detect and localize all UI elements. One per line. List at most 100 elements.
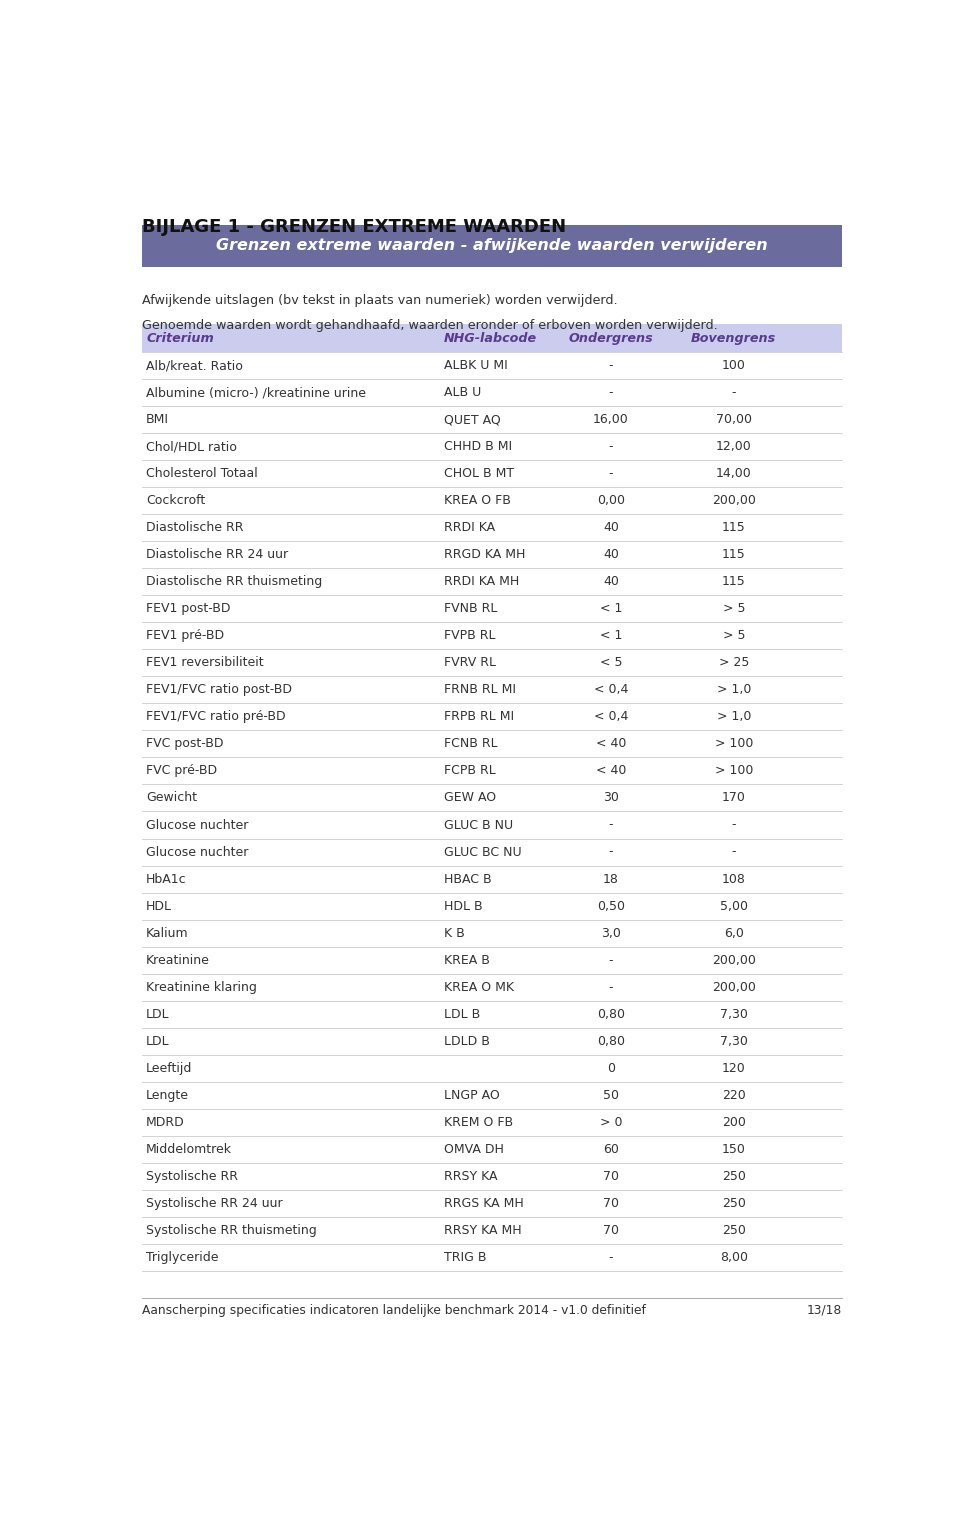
Text: < 40: < 40	[596, 737, 626, 751]
Text: KREA B: KREA B	[444, 953, 490, 967]
Text: -: -	[732, 818, 736, 831]
Text: KREA O MK: KREA O MK	[444, 980, 514, 994]
Text: FVC post-BD: FVC post-BD	[146, 737, 224, 751]
Text: 108: 108	[722, 872, 746, 886]
Text: 0,80: 0,80	[597, 1035, 625, 1047]
Text: NHG-labcode: NHG-labcode	[444, 331, 537, 345]
Text: 7,30: 7,30	[720, 1035, 748, 1047]
Text: < 40: < 40	[596, 765, 626, 777]
Text: > 100: > 100	[714, 765, 753, 777]
Text: ALB U: ALB U	[444, 386, 481, 400]
Text: 50: 50	[603, 1088, 619, 1102]
Text: < 0,4: < 0,4	[594, 684, 628, 696]
Text: -: -	[609, 953, 613, 967]
Text: > 5: > 5	[723, 602, 745, 616]
Text: 200,00: 200,00	[712, 980, 756, 994]
Text: -: -	[609, 818, 613, 831]
Text: Systolische RR: Systolische RR	[146, 1170, 238, 1183]
Text: -: -	[609, 980, 613, 994]
Text: Kalium: Kalium	[146, 927, 189, 939]
Text: LNGP AO: LNGP AO	[444, 1088, 499, 1102]
Text: 200,00: 200,00	[712, 494, 756, 508]
Text: FEV1 post-BD: FEV1 post-BD	[146, 602, 230, 616]
Text: MDRD: MDRD	[146, 1116, 184, 1129]
Text: Systolische RR thuismeting: Systolische RR thuismeting	[146, 1224, 317, 1237]
Bar	[142, 324, 842, 353]
Text: 0,50: 0,50	[597, 900, 625, 912]
Text: Middelomtrek: Middelomtrek	[146, 1143, 232, 1155]
Text: Diastolische RR thuismeting: Diastolische RR thuismeting	[146, 575, 323, 588]
Text: Cholesterol Totaal: Cholesterol Totaal	[146, 467, 258, 480]
Text: FVC pré-BD: FVC pré-BD	[146, 765, 217, 777]
Text: RRDI KA: RRDI KA	[444, 521, 494, 534]
Text: 70: 70	[603, 1170, 619, 1183]
Text: ALBK U MI: ALBK U MI	[444, 359, 508, 372]
Text: FVPB RL: FVPB RL	[444, 629, 495, 643]
Text: < 1: < 1	[600, 629, 622, 643]
Text: -: -	[609, 386, 613, 400]
Text: 0,80: 0,80	[597, 1008, 625, 1020]
Text: LDLD B: LDLD B	[444, 1035, 490, 1047]
Text: FCNB RL: FCNB RL	[444, 737, 497, 751]
Text: > 5: > 5	[723, 629, 745, 643]
Text: Cockcroft: Cockcroft	[146, 494, 205, 508]
Text: > 1,0: > 1,0	[716, 684, 751, 696]
Text: 170: 170	[722, 792, 746, 804]
Text: 30: 30	[603, 792, 619, 804]
Text: K B: K B	[444, 927, 465, 939]
Text: LDL: LDL	[146, 1008, 170, 1020]
Text: Ondergrens: Ondergrens	[568, 331, 654, 345]
Text: Diastolische RR 24 uur: Diastolische RR 24 uur	[146, 549, 288, 561]
Text: 12,00: 12,00	[716, 441, 752, 453]
Text: RRDI KA MH: RRDI KA MH	[444, 575, 519, 588]
Text: 100: 100	[722, 359, 746, 372]
Text: > 25: > 25	[719, 657, 749, 669]
Text: FEV1 pré-BD: FEV1 pré-BD	[146, 629, 225, 643]
Text: 13/18: 13/18	[806, 1304, 842, 1316]
Text: < 1: < 1	[600, 602, 622, 616]
Text: Diastolische RR: Diastolische RR	[146, 521, 244, 534]
Bar	[142, 225, 842, 266]
Text: 60: 60	[603, 1143, 619, 1155]
Text: HBAC B: HBAC B	[444, 872, 492, 886]
Text: FEV1 reversibiliteit: FEV1 reversibiliteit	[146, 657, 264, 669]
Text: OMVA DH: OMVA DH	[444, 1143, 503, 1155]
Text: 70,00: 70,00	[716, 413, 752, 426]
Text: FVRV RL: FVRV RL	[444, 657, 495, 669]
Text: HDL B: HDL B	[444, 900, 482, 912]
Text: 150: 150	[722, 1143, 746, 1155]
Text: 0,00: 0,00	[597, 494, 625, 508]
Text: < 0,4: < 0,4	[594, 710, 628, 724]
Text: GLUC B NU: GLUC B NU	[444, 818, 513, 831]
Text: 115: 115	[722, 549, 746, 561]
Text: 115: 115	[722, 521, 746, 534]
Text: KREM O FB: KREM O FB	[444, 1116, 513, 1129]
Text: RRGS KA MH: RRGS KA MH	[444, 1196, 523, 1210]
Text: 250: 250	[722, 1170, 746, 1183]
Text: 14,00: 14,00	[716, 467, 752, 480]
Text: CHHD B MI: CHHD B MI	[444, 441, 512, 453]
Text: 115: 115	[722, 575, 746, 588]
Text: HbA1c: HbA1c	[146, 872, 186, 886]
Text: RRSY KA: RRSY KA	[444, 1170, 497, 1183]
Text: FEV1/FVC ratio post-BD: FEV1/FVC ratio post-BD	[146, 684, 292, 696]
Text: 200,00: 200,00	[712, 953, 756, 967]
Text: 250: 250	[722, 1196, 746, 1210]
Text: -: -	[609, 467, 613, 480]
Text: Criterium: Criterium	[146, 331, 214, 345]
Text: LDL: LDL	[146, 1035, 170, 1047]
Text: BIJLAGE 1 - GRENZEN EXTREME WAARDEN: BIJLAGE 1 - GRENZEN EXTREME WAARDEN	[142, 217, 566, 236]
Text: RRSY KA MH: RRSY KA MH	[444, 1224, 521, 1237]
Text: QUET AQ: QUET AQ	[444, 413, 500, 426]
Text: FRNB RL MI: FRNB RL MI	[444, 684, 516, 696]
Text: Albumine (micro-) /kreatinine urine: Albumine (micro-) /kreatinine urine	[146, 386, 366, 400]
Text: > 1,0: > 1,0	[716, 710, 751, 724]
Text: Alb/kreat. Ratio: Alb/kreat. Ratio	[146, 359, 243, 372]
Text: Genoemde waarden wordt gehandhaafd, waarden eronder of erboven worden verwijderd: Genoemde waarden wordt gehandhaafd, waar…	[142, 319, 718, 333]
Text: 70: 70	[603, 1196, 619, 1210]
Text: 7,30: 7,30	[720, 1008, 748, 1020]
Text: Glucose nuchter: Glucose nuchter	[146, 845, 249, 859]
Text: > 100: > 100	[714, 737, 753, 751]
Text: Grenzen extreme waarden - afwijkende waarden verwijderen: Grenzen extreme waarden - afwijkende waa…	[216, 239, 768, 254]
Text: TRIG B: TRIG B	[444, 1251, 486, 1263]
